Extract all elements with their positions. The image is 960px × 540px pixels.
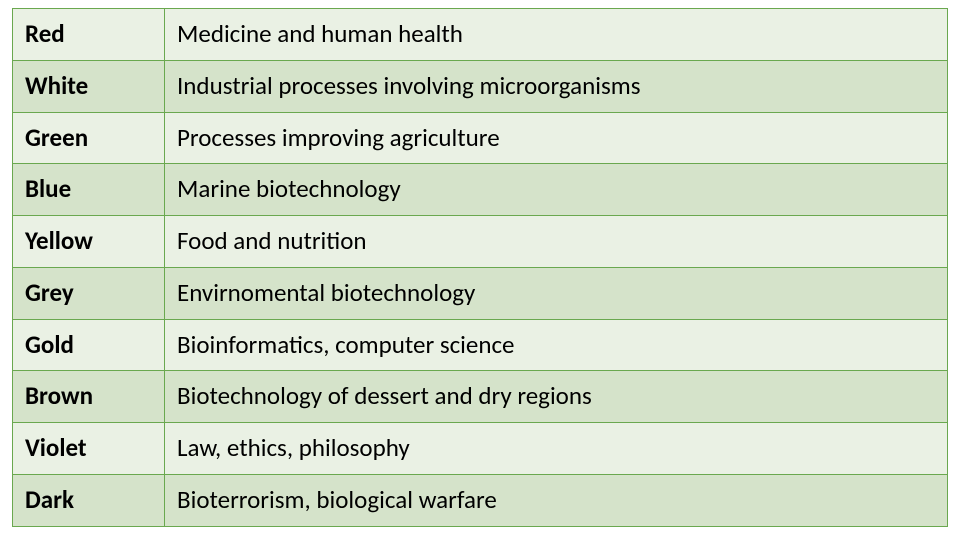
- row-label: Grey: [13, 267, 165, 319]
- row-desc: Marine biotechnology: [165, 164, 948, 216]
- table-row: Yellow Food and nutrition: [13, 216, 948, 268]
- row-desc: Bioinformatics, computer science: [165, 319, 948, 371]
- table-row: Red Medicine and human health: [13, 9, 948, 61]
- row-desc: Food and nutrition: [165, 216, 948, 268]
- biotech-colors-table: Red Medicine and human health White Indu…: [12, 8, 948, 527]
- row-desc: Processes improving agriculture: [165, 112, 948, 164]
- row-desc: Industrial processes involving microorga…: [165, 60, 948, 112]
- row-desc: Envirnomental biotechnology: [165, 267, 948, 319]
- row-label: Dark: [13, 474, 165, 526]
- row-label: Violet: [13, 423, 165, 475]
- table-row: White Industrial processes involving mic…: [13, 60, 948, 112]
- row-desc: Law, ethics, philosophy: [165, 423, 948, 475]
- row-desc: Medicine and human health: [165, 9, 948, 61]
- row-label: White: [13, 60, 165, 112]
- table-row: Violet Law, ethics, philosophy: [13, 423, 948, 475]
- row-label: Green: [13, 112, 165, 164]
- table-row: Green Processes improving agriculture: [13, 112, 948, 164]
- row-label: Brown: [13, 371, 165, 423]
- row-label: Red: [13, 9, 165, 61]
- row-desc: Biotechnology of dessert and dry regions: [165, 371, 948, 423]
- row-label: Yellow: [13, 216, 165, 268]
- table-row: Dark Bioterrorism, biological warfare: [13, 474, 948, 526]
- table-row: Gold Bioinformatics, computer science: [13, 319, 948, 371]
- table-row: Grey Envirnomental biotechnology: [13, 267, 948, 319]
- row-label: Blue: [13, 164, 165, 216]
- row-desc: Bioterrorism, biological warfare: [165, 474, 948, 526]
- table-row: Blue Marine biotechnology: [13, 164, 948, 216]
- row-label: Gold: [13, 319, 165, 371]
- table-row: Brown Biotechnology of dessert and dry r…: [13, 371, 948, 423]
